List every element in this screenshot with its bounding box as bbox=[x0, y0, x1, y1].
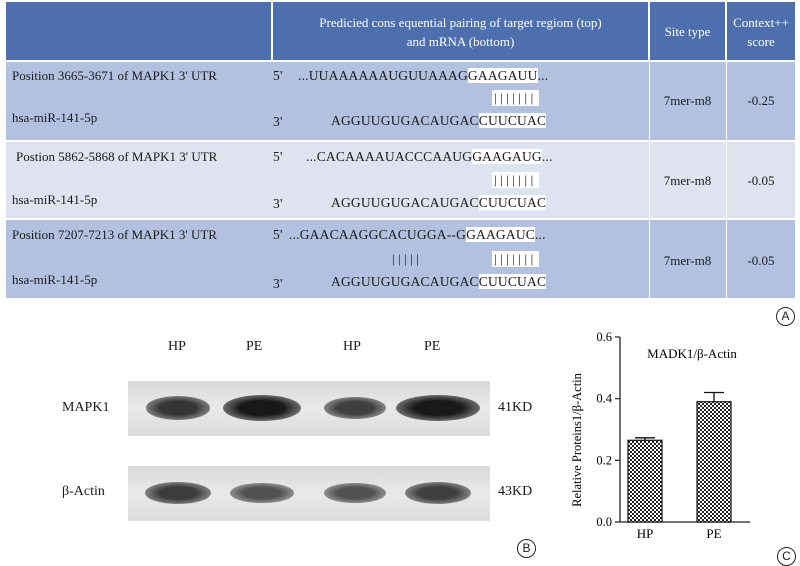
row-1-target-suffix: ... bbox=[537, 68, 549, 83]
header-pairing-line2: and mRNA (bottom) bbox=[406, 34, 515, 49]
blot-strip-actin bbox=[128, 466, 490, 521]
row-2-background bbox=[6, 142, 795, 218]
blot-band bbox=[324, 396, 386, 420]
blot-band bbox=[396, 395, 480, 421]
row-2-score: -0.05 bbox=[747, 173, 775, 188]
row-1-mirna: hsa-miR-141-5p bbox=[12, 110, 98, 125]
row-3-target-sequence: ...GAACAAGGCACUGGA--GGAAGAUC... bbox=[289, 227, 546, 243]
header-context-line2: score bbox=[747, 34, 775, 49]
row-3-mirna-seed: CUUCUAC bbox=[478, 274, 547, 289]
header-pairing-cell: Predicied cons equential pairing of targ… bbox=[273, 2, 648, 60]
row-2-position: Postion 5862-5868 of MAPK1 3' UTR bbox=[16, 149, 218, 164]
header-pairing-line1: Predicied cons equential pairing of targ… bbox=[319, 15, 602, 30]
row-1-target-sequence: ...UUAAAAAAUGUUAAAGGAAGAUU... bbox=[298, 68, 548, 84]
y-tick-label: 0.0 bbox=[596, 515, 612, 529]
row-3-mirna: hsa-miR-141-5p bbox=[12, 272, 98, 287]
header-context-line1: Context++ bbox=[733, 15, 789, 30]
pairing-table: Predicied cons equential pairing of targ… bbox=[6, 2, 795, 298]
bar-chart: 0.0 0.2 0.4 0.6 HP PE MADK1/β-Actin Relative… bbox=[570, 330, 750, 541]
row-3-background bbox=[6, 220, 795, 298]
row-1-site-type: 7mer-m8 bbox=[663, 93, 712, 108]
blot-row-label-actin: β-Actin bbox=[62, 484, 105, 499]
row-1-mirna-sequence: AGGUUGUGACAUGACCUUCUAC bbox=[331, 113, 547, 129]
lane-label-1: HP bbox=[168, 339, 186, 354]
row-2-mirna-seed: CUUCUAC bbox=[478, 195, 547, 210]
row-2-site-type: 7mer-m8 bbox=[663, 173, 712, 188]
row-3-target-prefix: ...GAACAAGGCACUGGA--G bbox=[289, 227, 467, 242]
row-2-target-prefix: ...CACAAAAUACCCAAUG bbox=[306, 149, 473, 164]
blot-band bbox=[223, 395, 301, 421]
column-divider bbox=[726, 62, 727, 298]
blot-band bbox=[405, 481, 471, 505]
row-1-position: Position 3665-3671 of MAPK1 3' UTR bbox=[12, 68, 217, 83]
row-2-target-seed: GAAGAUG bbox=[472, 149, 542, 164]
chart-title: MADK1/β-Actin bbox=[647, 346, 737, 361]
lane-label-4: PE bbox=[424, 339, 441, 354]
lane-label-3: HP bbox=[343, 339, 361, 354]
y-tick-label: 0.2 bbox=[596, 453, 612, 467]
row-2-mirna-sequence: AGGUUGUGACAUGACCUUCUAC bbox=[331, 195, 547, 211]
row-1-mirna-seed: CUUCUAC bbox=[478, 113, 547, 128]
blot-strip-mapk1 bbox=[128, 381, 490, 436]
y-tick-label: 0.6 bbox=[596, 330, 612, 344]
row-2-pair-marks: ||||||| bbox=[492, 172, 539, 188]
panel-c-label: C bbox=[777, 547, 796, 566]
y-tick-label: 0.4 bbox=[596, 392, 612, 406]
row-2-top-prime: 5' bbox=[273, 149, 283, 164]
blot-row-size-mapk1: 41KD bbox=[498, 400, 533, 415]
bar-hp bbox=[627, 439, 663, 523]
blot-row-label-mapk1: MAPK1 bbox=[62, 400, 110, 415]
x-tick-label: HP bbox=[637, 526, 654, 541]
header-site-type: Site type bbox=[664, 24, 711, 39]
row-1-bottom-prime: 3' bbox=[273, 114, 283, 129]
bar-pe bbox=[696, 401, 732, 523]
row-1-score: -0.25 bbox=[747, 93, 775, 108]
row-3-mirna-prefix: AGGUUGUGACAUGAC bbox=[331, 274, 479, 289]
row-3-bottom-prime: 3' bbox=[273, 276, 283, 291]
row-1-target-seed: GAAGAUU bbox=[467, 68, 538, 83]
header-position-cell bbox=[6, 2, 271, 60]
column-divider bbox=[649, 62, 650, 298]
header-site-type-cell: Site type bbox=[650, 2, 725, 60]
row-3-top-prime: 5' bbox=[273, 227, 283, 242]
row-1-mirna-prefix: AGGUUGUGACAUGAC bbox=[331, 113, 479, 128]
row-2-target-suffix: ... bbox=[541, 149, 553, 164]
row-1-target-prefix: ...UUAAAAAAUGUUAAAG bbox=[298, 68, 468, 83]
blot-band bbox=[146, 396, 210, 420]
header-context-cell: Context++ score bbox=[727, 2, 795, 60]
row-1-top-prime: 5' bbox=[273, 68, 283, 83]
row-2-bottom-prime: 3' bbox=[273, 196, 283, 211]
blot-row-size-actin: 43KD bbox=[498, 484, 533, 499]
row-3-score: -0.05 bbox=[747, 253, 775, 268]
blot-band bbox=[230, 482, 294, 504]
row-3-pair-marks: ||||||| bbox=[492, 251, 539, 267]
panel-b-label: B bbox=[517, 539, 536, 558]
blot-band bbox=[145, 481, 211, 505]
row-2-mirna: hsa-miR-141-5p bbox=[12, 192, 98, 207]
row-3-pair-marks-left: ||||| bbox=[392, 251, 423, 266]
blot-band bbox=[324, 482, 386, 504]
row-3-target-seed: GAAGAUC bbox=[466, 227, 535, 242]
row-3-mirna-sequence: AGGUUGUGACAUGACCUUCUAC bbox=[331, 274, 547, 290]
row-2-mirna-prefix: AGGUUGUGACAUGAC bbox=[331, 195, 479, 210]
row-3-target-suffix: ... bbox=[534, 227, 546, 242]
chart-y-axis-label: Relative Proteins1/β-Actin bbox=[570, 372, 584, 507]
row-1-pair-marks: ||||||| bbox=[492, 90, 539, 106]
row-1-background bbox=[6, 62, 795, 140]
panel-a-label: A bbox=[776, 307, 795, 326]
row-3-site-type: 7mer-m8 bbox=[663, 253, 712, 268]
x-tick-label: PE bbox=[706, 526, 721, 541]
row-3-position: Position 7207-7213 of MAPK1 3' UTR bbox=[12, 227, 217, 242]
row-2-target-sequence: ...CACAAAAUACCCAAUGGAAGAUG... bbox=[306, 149, 553, 165]
lane-label-2: PE bbox=[246, 339, 263, 354]
